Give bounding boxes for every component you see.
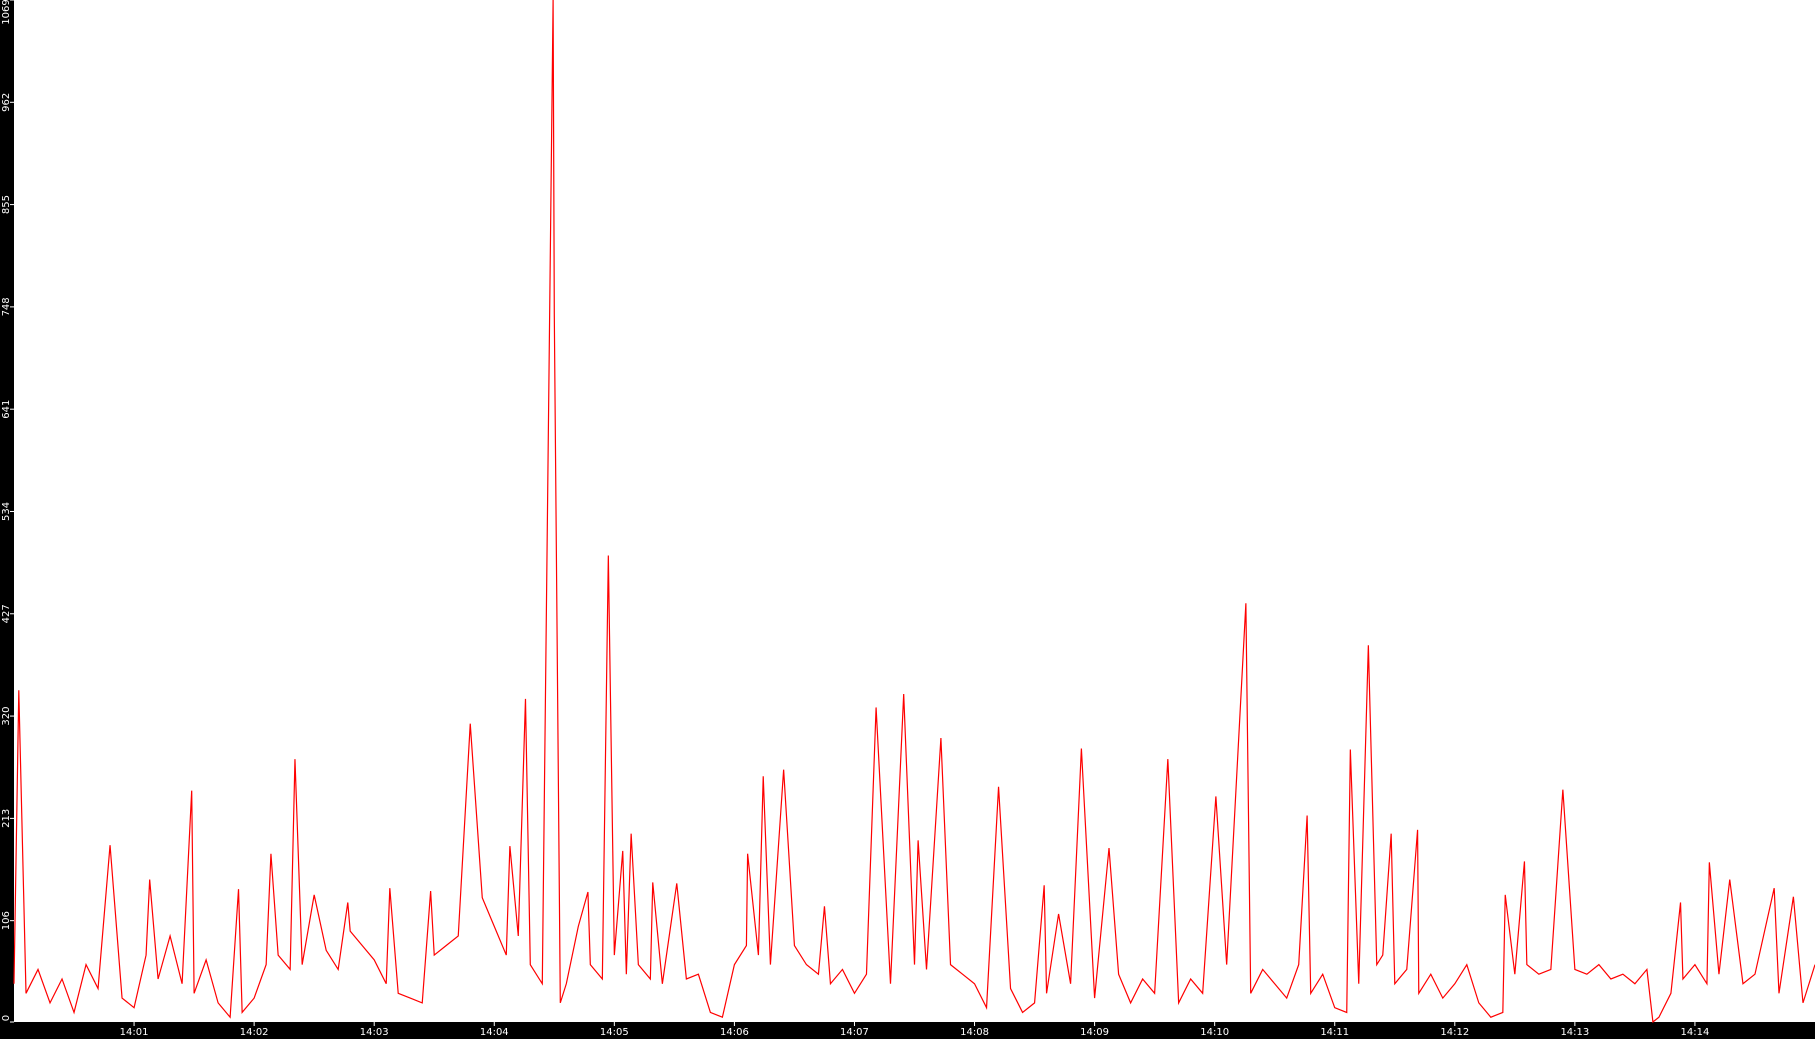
x-tick-label: 14:07 [840,1027,869,1038]
x-tick-label: 14:13 [1560,1027,1589,1038]
y-tick-label: 213 [1,809,12,828]
y-tick-label: 748 [1,297,12,316]
x-tick-label: 14:04 [480,1027,509,1038]
y-tick-label: 855 [1,195,12,214]
y-tick-label: 106 [1,911,12,930]
data-line [13,0,1815,1024]
y-tick-label: 427 [1,604,12,623]
x-tick-label: 14:05 [600,1027,629,1038]
x-tick-label: 14:09 [1080,1027,1109,1038]
y-tick-label: 320 [1,707,12,726]
x-tick-label: 14:02 [240,1027,269,1038]
x-tick-label: 14:10 [1200,1027,1229,1038]
y-axis-strip [0,0,14,1039]
x-tick-label: 14:01 [120,1027,149,1038]
x-tick-label: 14:12 [1440,1027,1469,1038]
x-tick-label: 14:03 [360,1027,389,1038]
x-tick-label: 14:14 [1681,1027,1710,1038]
y-tick-label: 641 [1,400,12,419]
x-tick-label: 14:08 [960,1027,989,1038]
x-tick-label: 14:11 [1320,1027,1349,1038]
y-tick-label: 534 [1,502,12,521]
y-tick-label: 0 [1,1015,12,1021]
y-tick-label: 1069 [1,0,12,25]
x-axis-strip [0,1022,1815,1039]
x-tick-label: 14:06 [720,1027,749,1038]
y-tick-label: 962 [1,93,12,112]
